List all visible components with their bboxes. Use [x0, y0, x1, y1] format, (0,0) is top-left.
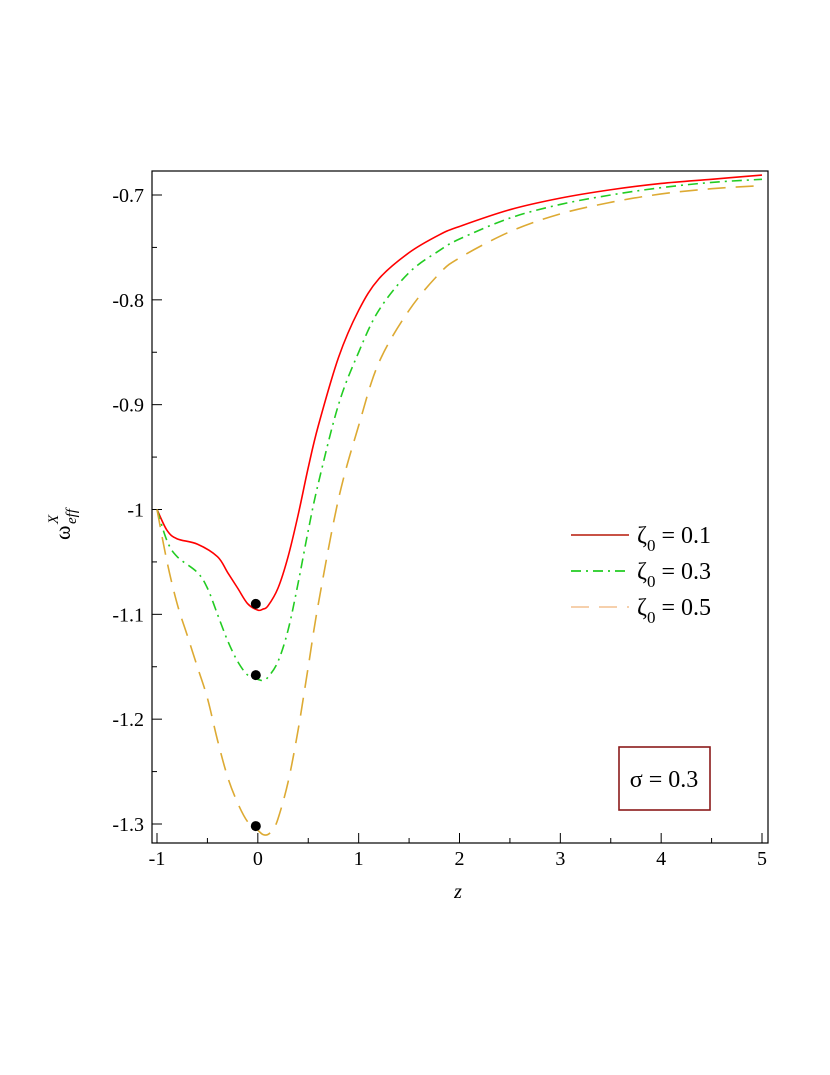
x-tick-label: 5 — [757, 848, 767, 870]
plot-frame — [151, 170, 769, 844]
x-tick-label: 1 — [354, 848, 364, 870]
y-tick-label: -1.1 — [112, 604, 144, 626]
y-axis-title-base: ω — [50, 526, 75, 540]
legend-label-3: ζ0 = 0.5 — [637, 595, 711, 627]
x-tick-label: 2 — [455, 848, 465, 870]
x-tick-label: 3 — [555, 848, 565, 870]
y-tick-label: -1.2 — [112, 709, 144, 731]
y-tick-label: -1.3 — [112, 814, 144, 836]
legend-label-1: ζ0 = 0.1 — [637, 523, 711, 555]
series-layer — [156, 174, 763, 836]
y-axis: -1.3 -1.2 -1.1 -1 -0.9 -0.8 -0.7 — [112, 185, 162, 836]
y-axis-title-sup: X — [46, 514, 62, 525]
y-tick-label: -0.8 — [112, 290, 144, 312]
x-tick-label: -1 — [149, 848, 166, 870]
x-tick-label: 0 — [253, 848, 263, 870]
y-tick-label: -0.9 — [112, 395, 144, 417]
sigma-annotation-text: σ = 0.3 — [630, 767, 698, 793]
sigma-annotation-box — [618, 746, 711, 811]
y-tick-label: -1 — [127, 500, 144, 522]
series-line-3 — [156, 184, 763, 836]
sigma-annotation: σ = 0.3 — [618, 746, 711, 811]
legend: ζ0 = 0.1 ζ0 = 0.3 ζ0 = 0.5 — [571, 523, 711, 627]
min-marker-3 — [250, 821, 261, 832]
y-axis-title: ω X eff — [46, 507, 80, 540]
y-axis-title-sub: eff — [64, 507, 80, 524]
min-marker-2 — [250, 670, 261, 681]
x-tick-label: 4 — [656, 848, 666, 870]
x-axis-title: z — [453, 881, 462, 903]
min-marker-1 — [250, 598, 261, 609]
series-line-1 — [156, 174, 763, 612]
min-markers — [250, 598, 261, 832]
series-line-2 — [156, 178, 763, 682]
x-axis: -1 0 1 2 3 4 5 — [149, 833, 767, 870]
legend-label-2: ζ0 = 0.3 — [637, 559, 711, 591]
y-tick-label: -0.7 — [112, 185, 144, 207]
